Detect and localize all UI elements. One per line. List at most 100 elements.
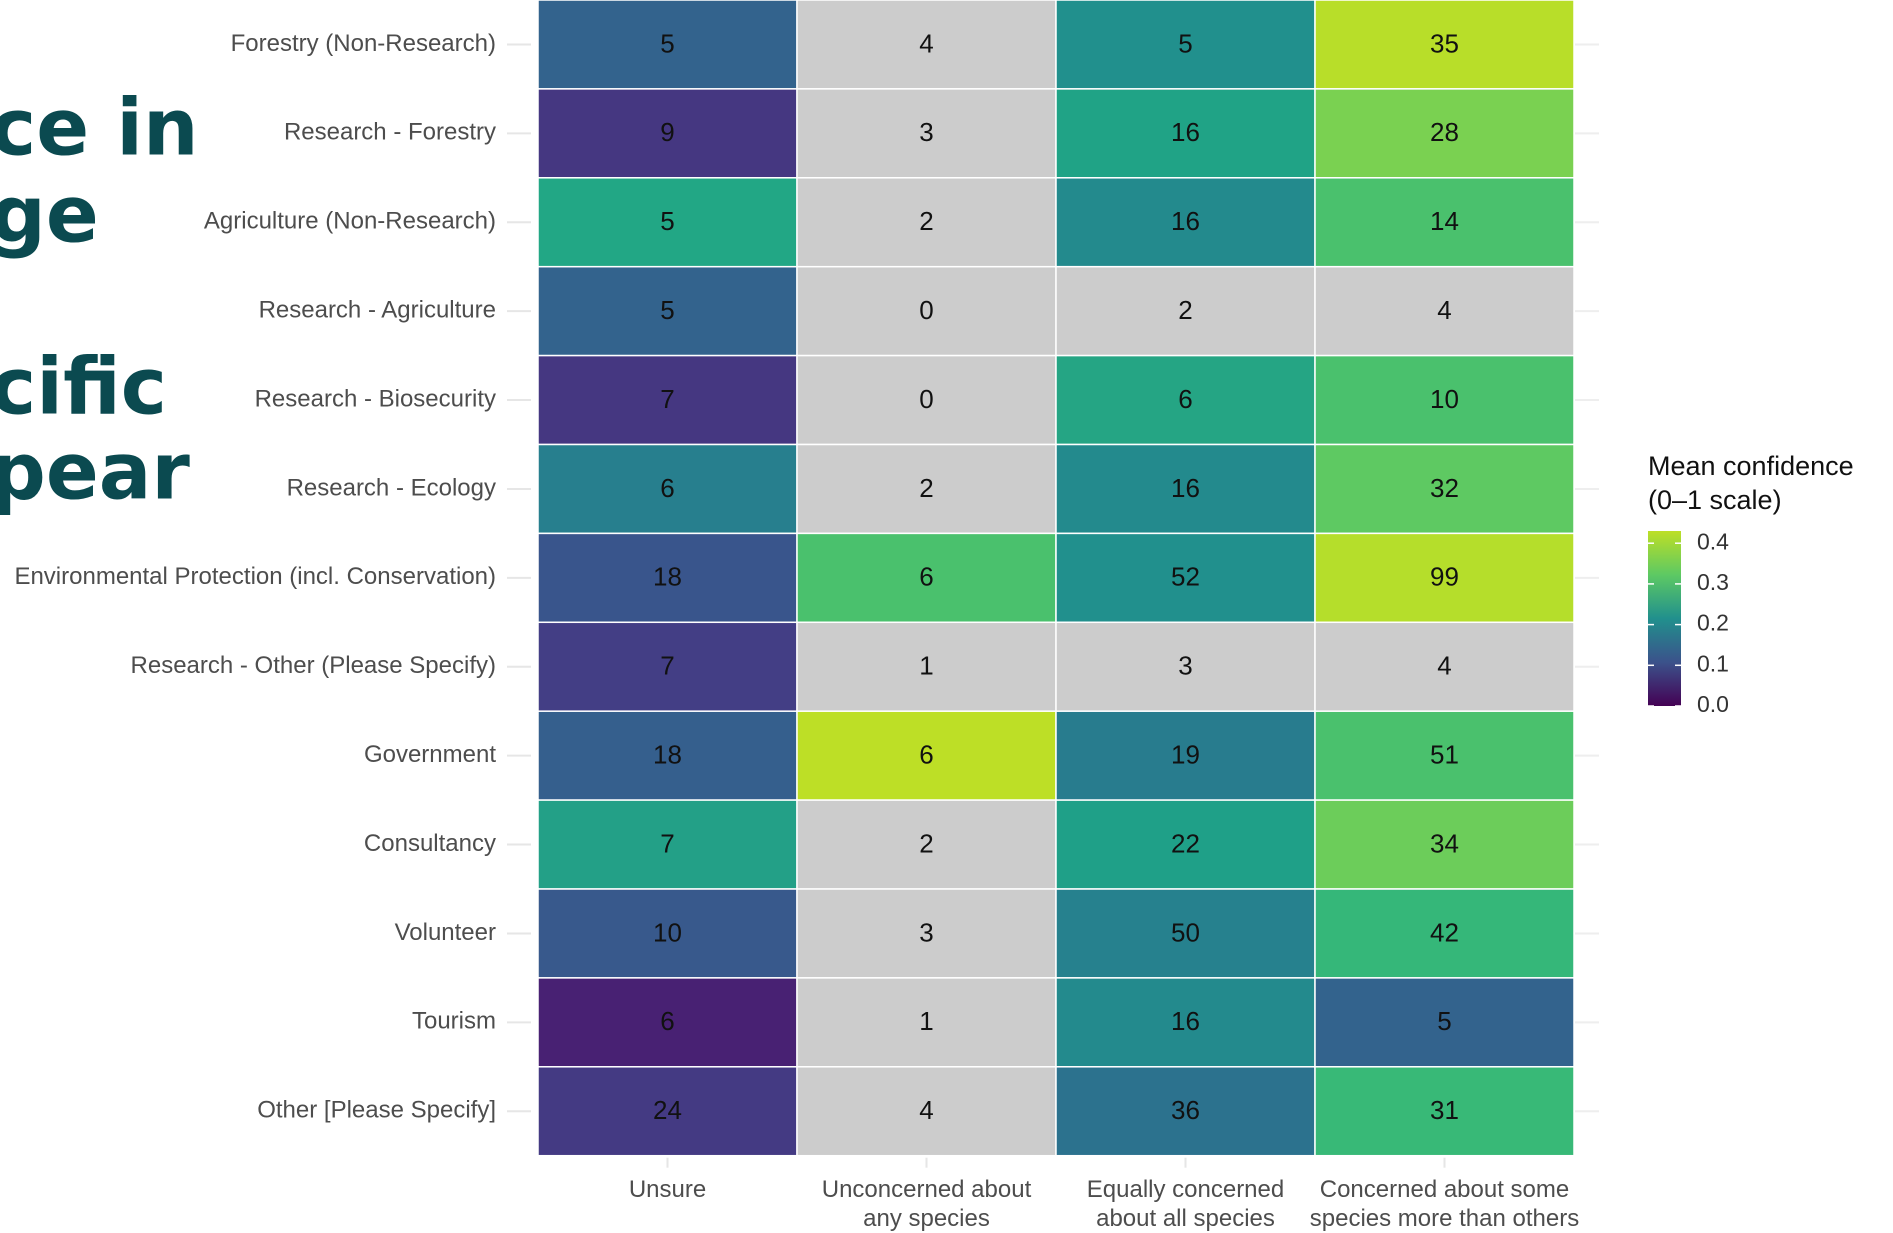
cell-label: 4 [1437, 651, 1451, 681]
heatmap-cell [1055, 621, 1316, 712]
heatmap-cell [537, 354, 798, 446]
heatmap-cell [537, 265, 798, 357]
cell-label: 34 [1430, 828, 1459, 858]
y-tick-label: Research - Agriculture [259, 296, 496, 323]
heatmap-cell [537, 0, 798, 90]
cell-label: 24 [653, 1095, 682, 1125]
cell-label: 42 [1430, 917, 1459, 947]
heatmap-cell [796, 888, 1057, 979]
heatmap-cell [796, 977, 1057, 1068]
heatmap-cell [1055, 265, 1316, 357]
y-tick-label: Research - Other (Please Specify) [131, 652, 496, 679]
cell-label: 6 [919, 740, 933, 770]
legend-title: Mean confidence [1648, 451, 1854, 481]
cell-label: 10 [1430, 384, 1459, 414]
background-text: ce in [0, 83, 199, 173]
y-tick-label: Forestry (Non-Research) [231, 30, 496, 57]
heatmap-cell [796, 0, 1057, 90]
cell-label: 35 [1430, 28, 1459, 58]
cell-label: 16 [1171, 1006, 1200, 1036]
heatmap-cell [1314, 177, 1575, 268]
cell-label: 7 [660, 828, 674, 858]
heatmap-cell [796, 799, 1057, 890]
cell-label: 1 [919, 651, 933, 681]
heatmap-cell [1314, 88, 1575, 179]
heatmap-cell [1055, 354, 1316, 446]
heatmap-cell [1055, 88, 1316, 179]
colorbar-tick-label: 0.4 [1697, 528, 1729, 554]
colorbar [1648, 531, 1681, 706]
heatmap-cell [1314, 977, 1575, 1068]
heatmap-cell [537, 1066, 798, 1157]
cell-label: 7 [660, 384, 674, 414]
heatmap-cell [1314, 0, 1575, 90]
cell-label: 32 [1430, 473, 1459, 503]
cell-label: 16 [1171, 206, 1200, 236]
x-tick-label: species more than others [1310, 1205, 1579, 1232]
cell-label: 31 [1430, 1095, 1459, 1125]
cell-label: 2 [1178, 295, 1192, 325]
heatmap-cell [1055, 532, 1316, 624]
x-tick-label: about all species [1096, 1205, 1275, 1232]
cell-label: 52 [1171, 562, 1200, 592]
heatmap-cell [1055, 977, 1316, 1068]
cell-label: 4 [919, 1095, 933, 1125]
cell-label: 14 [1430, 206, 1459, 236]
heatmap-cell [796, 88, 1057, 179]
y-tick-label: Research - Forestry [284, 119, 496, 146]
heatmap-cell [1314, 799, 1575, 890]
cell-label: 6 [919, 562, 933, 592]
heatmap-cell [537, 621, 798, 712]
cell-label: 1 [919, 1006, 933, 1036]
x-tick-label: Unconcerned about [822, 1176, 1032, 1203]
heatmap-cell [1055, 177, 1316, 268]
colorbar-tick-label: 0.3 [1697, 569, 1729, 595]
y-tick-label: Research - Biosecurity [255, 385, 496, 412]
heatmap-cell [537, 177, 798, 268]
legend-title: (0–1 scale) [1648, 485, 1782, 515]
heatmap-cell [1314, 354, 1575, 446]
y-tick-label: Tourism [412, 1008, 496, 1035]
cell-label: 6 [1178, 384, 1192, 414]
y-tick-label: Government [364, 741, 496, 768]
heatmap-cell [1314, 888, 1575, 979]
background-text: cific [0, 342, 167, 432]
cell-label: 16 [1171, 473, 1200, 503]
cell-label: 0 [919, 384, 933, 414]
cell-label: 5 [660, 295, 674, 325]
heatmap-cell [796, 443, 1057, 535]
x-tick-label: Unsure [629, 1176, 706, 1203]
cell-label: 3 [919, 917, 933, 947]
y-tick-label: Research - Ecology [287, 474, 496, 501]
cell-label: 22 [1171, 828, 1200, 858]
heatmap-cell [537, 799, 798, 890]
cell-label: 18 [653, 562, 682, 592]
heatmap-cell [796, 177, 1057, 268]
heatmap-cell [537, 443, 798, 535]
heatmap-cell [796, 354, 1057, 446]
y-tick-label: Other [Please Specify] [257, 1097, 496, 1124]
heatmap-cell [796, 265, 1057, 357]
x-tick-label: Concerned about some [1320, 1176, 1570, 1203]
heatmap-cell [1314, 621, 1575, 712]
cell-label: 2 [919, 828, 933, 858]
cell-label: 5 [660, 206, 674, 236]
heatmap-cell [1055, 1066, 1316, 1157]
heatmap-cell [537, 710, 798, 801]
cell-label: 10 [653, 917, 682, 947]
heatmap-cell [537, 88, 798, 179]
cell-label: 3 [919, 117, 933, 147]
cell-label: 9 [660, 117, 674, 147]
cell-label: 16 [1171, 117, 1200, 147]
cell-label: 6 [660, 1006, 674, 1036]
y-tick-label: Agriculture (Non-Research) [204, 208, 496, 235]
cell-label: 4 [1437, 295, 1451, 325]
cell-label: 19 [1171, 740, 1200, 770]
heatmap-cell [537, 532, 798, 624]
cell-label: 28 [1430, 117, 1459, 147]
background-text: ge [0, 170, 99, 260]
cell-label: 4 [919, 28, 933, 58]
cell-label: 18 [653, 740, 682, 770]
y-tick-label: Volunteer [395, 919, 496, 946]
